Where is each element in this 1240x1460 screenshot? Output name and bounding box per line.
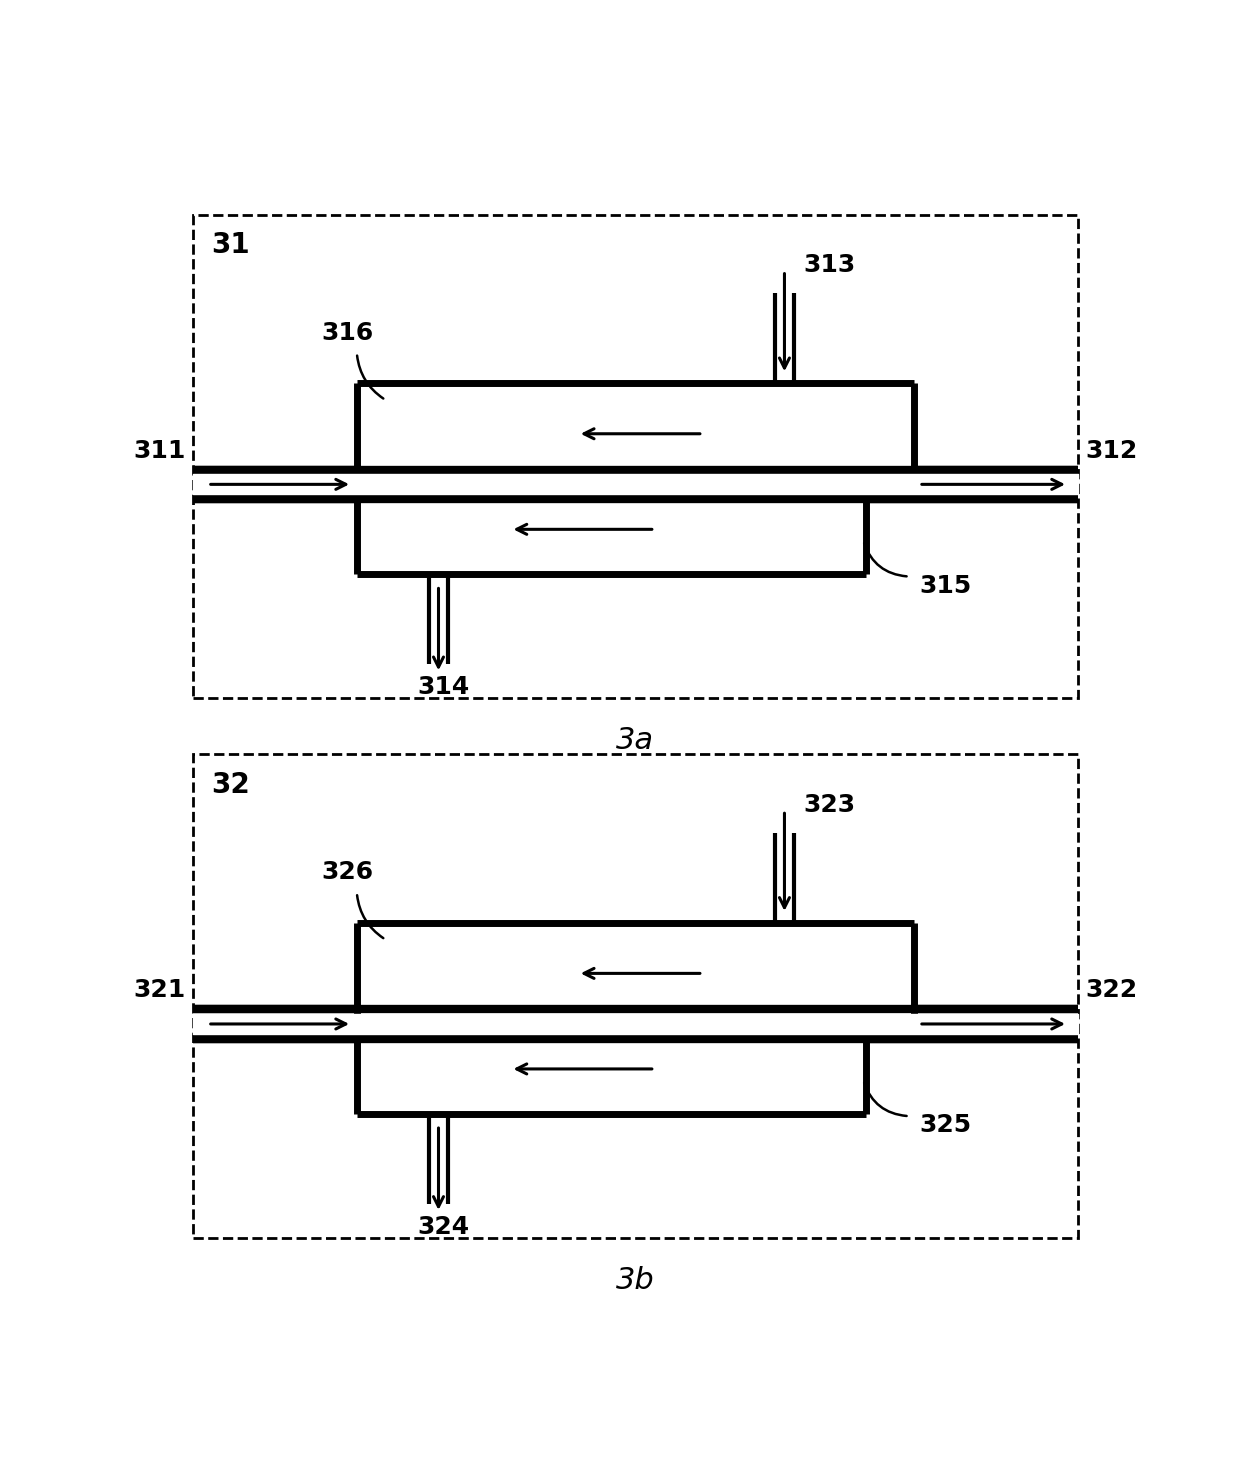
Bar (357, 485, 867, 574)
Text: 323: 323 (804, 793, 856, 816)
Text: 3b: 3b (616, 1266, 655, 1295)
Text: 315: 315 (919, 574, 971, 597)
Bar (193, 1009, 1078, 1038)
Text: 311: 311 (134, 438, 186, 463)
Bar (357, 383, 914, 485)
Text: 325: 325 (919, 1113, 971, 1137)
Text: 3a: 3a (616, 726, 655, 755)
Bar (357, 1023, 867, 1114)
Bar (193, 470, 1078, 499)
Bar (193, 215, 1078, 698)
Text: 316: 316 (321, 321, 373, 345)
Text: 313: 313 (804, 253, 856, 277)
Text: 32: 32 (211, 771, 249, 799)
Text: 326: 326 (321, 860, 373, 885)
Text: 322: 322 (1085, 978, 1137, 1002)
Text: 31: 31 (211, 232, 249, 260)
Text: 312: 312 (1085, 438, 1137, 463)
Text: 324: 324 (417, 1215, 470, 1240)
Bar (193, 755, 1078, 1238)
Text: 321: 321 (134, 978, 186, 1002)
Text: 314: 314 (417, 676, 470, 699)
Bar (357, 923, 914, 1023)
